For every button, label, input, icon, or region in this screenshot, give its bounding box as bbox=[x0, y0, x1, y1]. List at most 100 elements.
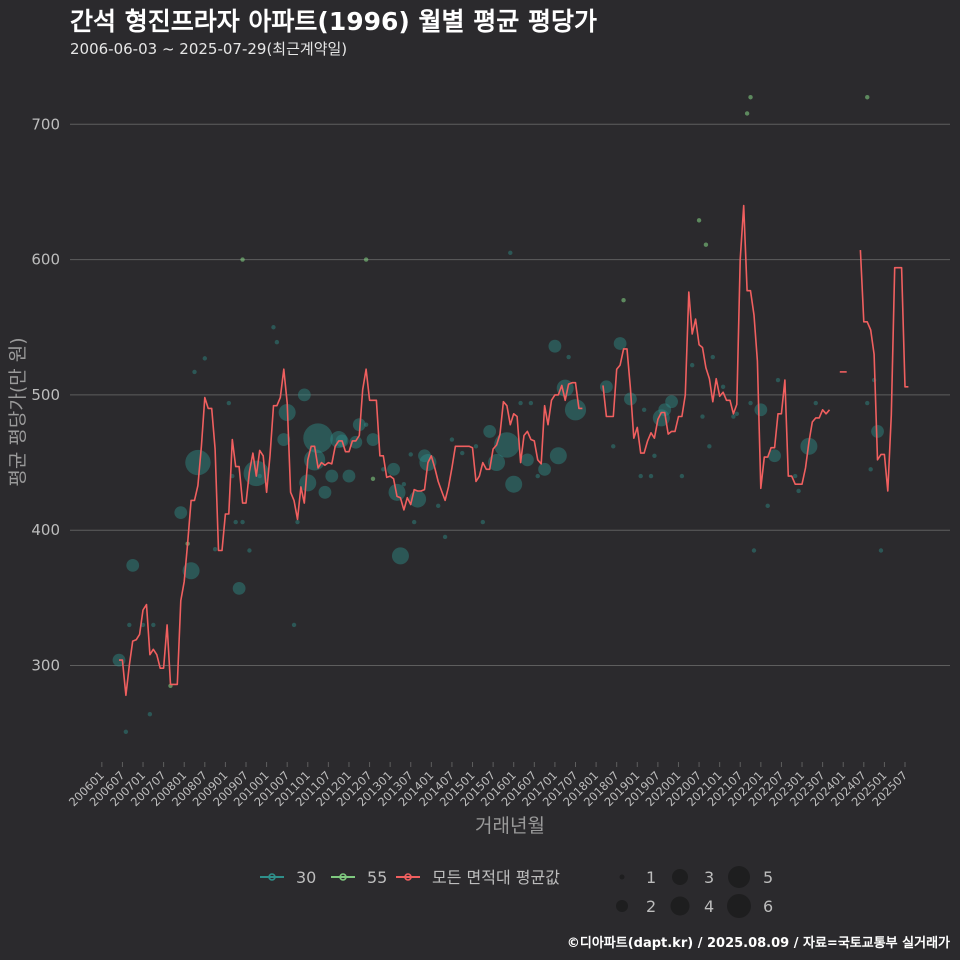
scatter-point bbox=[401, 481, 407, 487]
scatter-point bbox=[720, 384, 726, 389]
scatter-point bbox=[147, 712, 153, 717]
size-legend-label: 4 bbox=[704, 897, 714, 916]
scatter-point bbox=[641, 407, 647, 412]
size-legend-label: 2 bbox=[646, 897, 656, 916]
scatter-point bbox=[768, 449, 781, 463]
scatter-point bbox=[352, 418, 366, 432]
y-tick-label: 400 bbox=[31, 521, 60, 539]
legend-marker bbox=[268, 873, 276, 881]
scatter-point bbox=[528, 400, 534, 406]
scatter-point bbox=[140, 622, 146, 628]
scatter-point bbox=[174, 506, 188, 520]
scatter-point bbox=[480, 519, 486, 525]
y-tick-label: 300 bbox=[31, 657, 60, 675]
legend-marker bbox=[404, 873, 412, 881]
scatter-point bbox=[325, 469, 339, 483]
scatter-point bbox=[652, 453, 657, 458]
scatter-point bbox=[418, 449, 431, 463]
scatter-point bbox=[303, 423, 333, 453]
scatter-point bbox=[871, 425, 884, 438]
size-legend-label: 1 bbox=[646, 868, 656, 887]
scatter-point bbox=[473, 444, 479, 449]
scatter-point bbox=[648, 473, 654, 479]
size-legend-circle bbox=[672, 869, 688, 885]
legend-label: 모든 면적대 평균값 bbox=[432, 868, 560, 887]
scatter-point bbox=[387, 462, 400, 476]
scatter-point bbox=[679, 473, 685, 479]
scatter-point bbox=[744, 111, 750, 116]
scatter-point bbox=[613, 337, 627, 350]
average-line bbox=[859, 250, 909, 492]
scatter-point bbox=[611, 444, 616, 449]
scatter-point bbox=[291, 622, 297, 628]
scatter-point bbox=[226, 400, 232, 406]
size-legend-label: 6 bbox=[763, 897, 773, 916]
scatter-point bbox=[232, 581, 246, 595]
scatter-point bbox=[247, 548, 252, 553]
y-tick-label: 700 bbox=[31, 115, 60, 133]
scatter-point bbox=[878, 548, 884, 553]
scatter-point bbox=[748, 400, 753, 406]
scatter-point bbox=[408, 452, 413, 457]
chart-subtitle: 2006-06-03 ~ 2025-07-29(최근계약일) bbox=[70, 40, 348, 58]
scatter-point bbox=[564, 399, 587, 421]
scatter-point bbox=[703, 242, 709, 247]
scatter-point bbox=[621, 297, 626, 303]
scatter-point bbox=[366, 433, 380, 446]
average-line bbox=[119, 368, 583, 697]
scatter-point bbox=[508, 250, 513, 256]
scatter-point bbox=[748, 95, 753, 100]
scatter-point bbox=[494, 432, 520, 458]
y-tick-label: 500 bbox=[31, 386, 60, 404]
size-legend-circle bbox=[616, 900, 628, 912]
scatter-point bbox=[518, 400, 523, 406]
scatter-point bbox=[349, 435, 363, 449]
scatter-point bbox=[127, 622, 132, 628]
scatter-point bbox=[436, 503, 441, 509]
scatter-point bbox=[521, 453, 534, 467]
scatter-point bbox=[257, 473, 262, 479]
chart-title: 간석 형진프라자 아파트(1996) 월별 평균 평당가 bbox=[70, 7, 597, 36]
scatter-point bbox=[707, 444, 712, 449]
legend-marker bbox=[339, 873, 347, 881]
scatter-point bbox=[391, 547, 409, 565]
scatter-point bbox=[192, 369, 197, 375]
scatter-point bbox=[689, 362, 695, 368]
source-caption: ©디아파트(dapt.kr) / 2025.08.09 / 자료=국토교통부 실… bbox=[566, 936, 950, 951]
scatter-point bbox=[240, 257, 245, 262]
scatter-point bbox=[271, 325, 276, 330]
legend-label: 30 bbox=[296, 868, 316, 887]
scatter-point bbox=[381, 467, 386, 472]
scatter-point bbox=[411, 519, 417, 525]
scatter-point bbox=[123, 729, 129, 734]
scatter-point bbox=[318, 485, 332, 499]
scatter-point bbox=[548, 339, 562, 353]
scatter-point bbox=[182, 562, 200, 580]
scatter-point bbox=[363, 422, 369, 427]
scatter-point bbox=[775, 377, 781, 383]
scatter-point bbox=[813, 400, 818, 406]
scatter-point bbox=[549, 447, 567, 465]
scatter-point bbox=[865, 400, 870, 406]
average-line bbox=[602, 204, 831, 490]
size-legend-circle bbox=[727, 894, 751, 918]
scatter-point bbox=[202, 356, 208, 361]
size-legend-label: 3 bbox=[704, 868, 714, 887]
scatter-point bbox=[370, 476, 376, 481]
scatter-point bbox=[442, 534, 448, 540]
scatter-point bbox=[734, 411, 740, 417]
scatter-point bbox=[535, 473, 540, 479]
scatter-point bbox=[274, 339, 280, 345]
scatter-point bbox=[505, 475, 523, 493]
scatter-point bbox=[277, 433, 291, 446]
scatter-point bbox=[599, 380, 613, 394]
scatter-point bbox=[796, 488, 801, 494]
scatter-point bbox=[483, 425, 497, 438]
scatter-point bbox=[240, 519, 245, 525]
y-axis-title: 평균 평당가(만 원) bbox=[7, 337, 29, 486]
scatter-point bbox=[233, 519, 238, 525]
scatter-point bbox=[696, 218, 702, 223]
scatter-point bbox=[731, 414, 736, 419]
